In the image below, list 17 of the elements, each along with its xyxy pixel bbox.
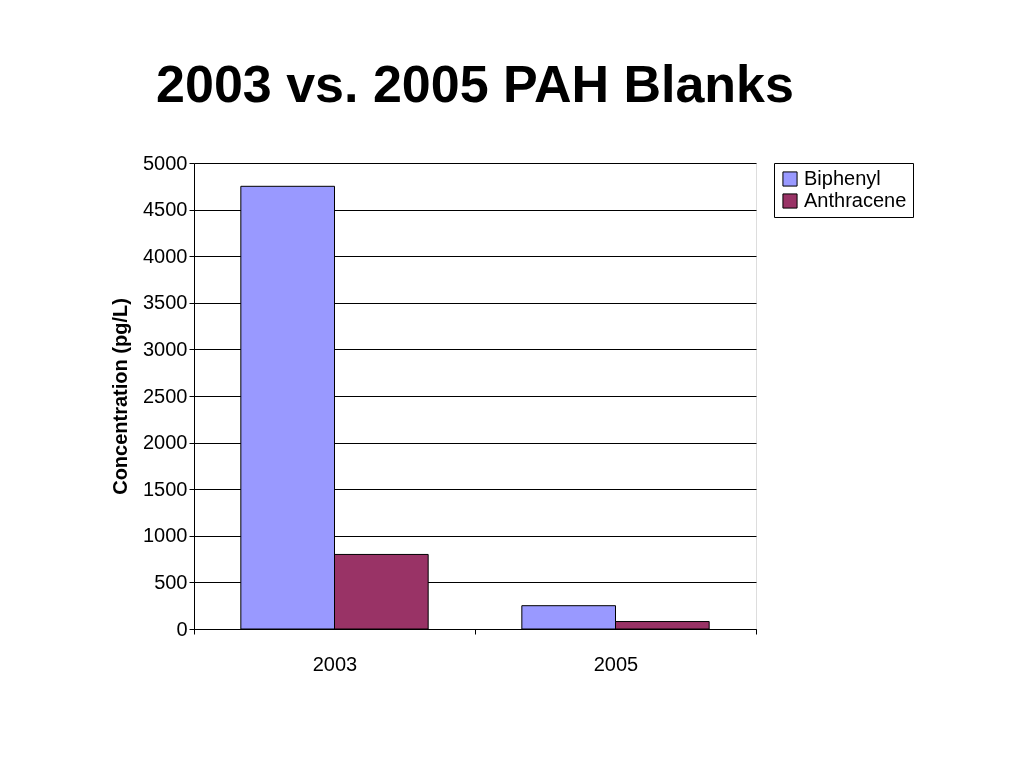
legend-label: Biphenyl bbox=[804, 167, 881, 189]
legend-label: Anthracene bbox=[804, 189, 907, 211]
chart-title: 2003 vs. 2005 PAH Blanks bbox=[156, 55, 794, 113]
x-tick-label: 2005 bbox=[593, 652, 639, 675]
y-tick-label: 4000 bbox=[143, 244, 188, 267]
y-axis-title: Concentration (pg/L) bbox=[109, 298, 132, 495]
x-tick-label: 2003 bbox=[312, 652, 358, 675]
y-tick-label: 1000 bbox=[143, 524, 188, 547]
y-tick-label: 500 bbox=[154, 570, 188, 593]
y-tick-label: 0 bbox=[176, 617, 188, 640]
y-tick-label: 4500 bbox=[143, 198, 188, 221]
y-tick-label: 1500 bbox=[143, 477, 188, 500]
y-tick-label: 5000 bbox=[143, 151, 188, 174]
y-tick-label: 2000 bbox=[143, 431, 188, 454]
y-tick-label: 2500 bbox=[143, 384, 188, 407]
y-tick-label: 3000 bbox=[143, 337, 188, 360]
y-tick-label: 3500 bbox=[143, 291, 188, 314]
